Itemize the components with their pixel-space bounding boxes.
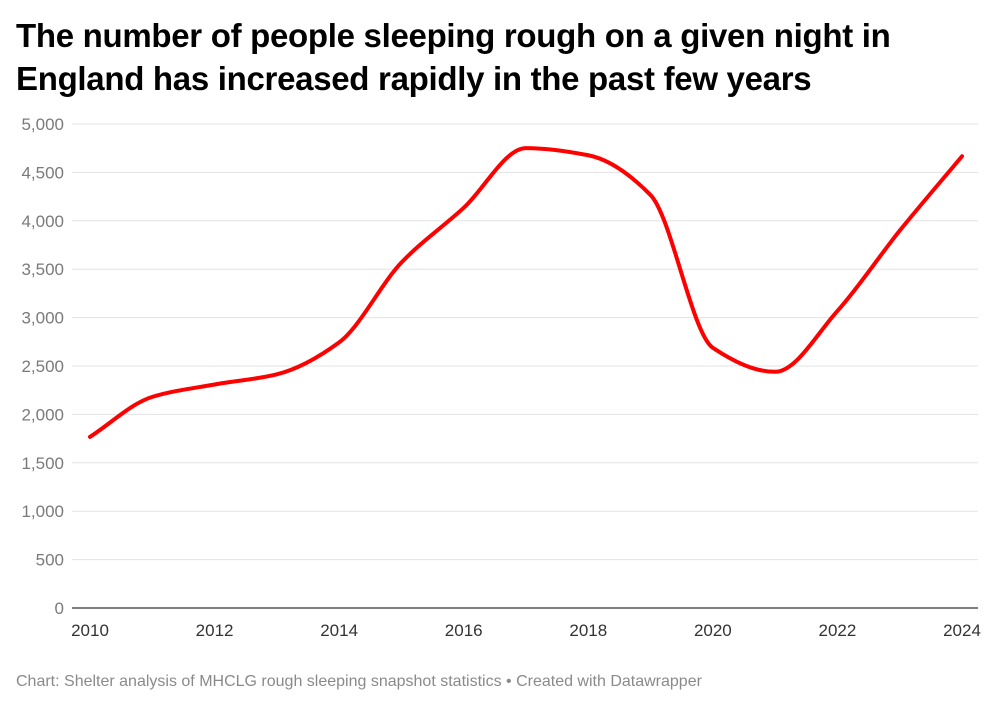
data-point — [462, 206, 466, 210]
data-point — [399, 261, 403, 265]
data-point — [835, 309, 839, 313]
data-point — [150, 395, 154, 399]
datawrapper-credit[interactable]: Created with Datawrapper — [516, 673, 702, 690]
data-point — [649, 193, 653, 197]
y-tick-label: 4,500 — [21, 163, 64, 182]
x-tick-label: 2024 — [943, 621, 981, 640]
x-tick-label: 2016 — [445, 621, 483, 640]
data-point — [586, 153, 590, 157]
y-axis-tick-labels: 0 500 1,000 1,500 2,000 2,500 3,000 3,500 4,000 4… — [21, 115, 64, 618]
y-tick-label: 3,000 — [21, 309, 64, 328]
gridlines — [72, 123, 978, 561]
source-note: Chart: Shelter analysis of MHCLG rough s… — [16, 673, 502, 690]
data-point — [960, 154, 964, 158]
y-tick-label: 3,500 — [21, 260, 64, 279]
y-tick-label: 500 — [36, 551, 64, 570]
y-tick-label: 1,000 — [21, 502, 64, 521]
data-point — [773, 370, 777, 374]
series-line — [88, 146, 964, 439]
x-tick-label: 2018 — [569, 621, 607, 640]
y-tick-label: 4,000 — [21, 212, 64, 231]
x-tick-label: 2012 — [196, 621, 234, 640]
x-axis-tick-labels: 2010 2012 2014 2016 2018 2020 2022 2024 — [71, 621, 981, 640]
y-tick-label: 0 — [55, 599, 64, 618]
x-tick-label: 2020 — [694, 621, 732, 640]
chart-footer: Chart: Shelter analysis of MHCLG rough s… — [16, 673, 702, 691]
data-point — [711, 346, 715, 350]
data-point — [275, 372, 279, 376]
x-tick-label: 2010 — [71, 621, 109, 640]
series-layer — [88, 146, 964, 439]
data-point — [213, 382, 217, 386]
y-tick-label: 5,000 — [21, 115, 64, 134]
footer-separator: • — [501, 673, 517, 690]
x-tick-label: 2022 — [819, 621, 857, 640]
data-point — [898, 229, 902, 233]
chart-title: The number of people sleeping rough on a… — [16, 17, 891, 97]
y-tick-label: 2,500 — [21, 357, 64, 376]
y-tick-label: 2,000 — [21, 405, 64, 424]
data-point — [88, 435, 92, 439]
data-point — [337, 340, 341, 344]
x-tick-label: 2014 — [320, 621, 358, 640]
data-point — [524, 146, 528, 150]
y-tick-label: 1,500 — [21, 454, 64, 473]
